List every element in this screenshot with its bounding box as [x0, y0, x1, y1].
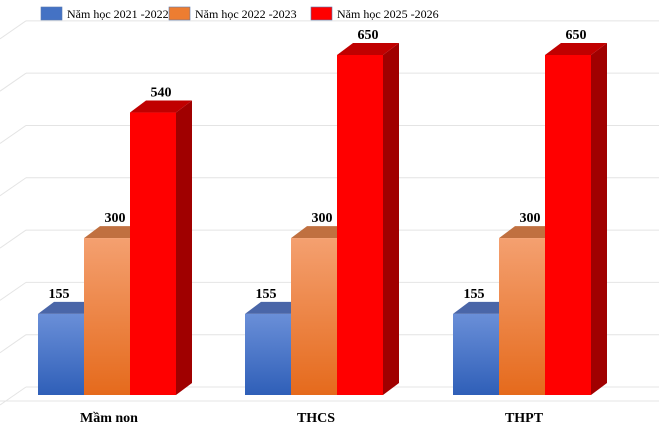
data-label: 300 — [105, 211, 126, 226]
bar-side — [591, 43, 607, 395]
data-label: 155 — [256, 287, 277, 302]
bar-top — [545, 43, 607, 55]
category-label: Mầm non — [80, 411, 138, 426]
gridline-side — [0, 334, 27, 354]
legend-swatch — [168, 6, 191, 21]
data-label: 540 — [151, 86, 172, 101]
data-label: 300 — [312, 211, 333, 226]
bar — [545, 55, 591, 395]
bar — [38, 313, 84, 395]
gridline-side — [0, 20, 27, 40]
bar-top — [130, 100, 192, 113]
gridline-side — [0, 229, 27, 249]
legend-label: Năm học 2021 -2022 — [67, 7, 169, 21]
bar-side — [176, 100, 192, 396]
bar-top — [337, 43, 399, 55]
legend-label: Năm học 2022 -2023 — [195, 7, 297, 21]
category-label: THPT — [505, 411, 544, 426]
legend-label: Năm học 2025 -2026 — [337, 7, 439, 21]
data-label: 300 — [520, 211, 541, 226]
bar — [291, 238, 337, 395]
bar — [499, 238, 545, 395]
data-label: 155 — [464, 287, 485, 302]
legend-swatch — [40, 6, 63, 21]
bar — [453, 313, 499, 395]
gridline-side — [0, 386, 27, 406]
bar — [84, 238, 130, 395]
data-label: 650 — [566, 28, 587, 43]
data-label: 155 — [49, 287, 70, 302]
bar — [337, 55, 383, 395]
legend-swatch — [310, 6, 333, 21]
bar-side — [383, 43, 399, 395]
data-label: 650 — [358, 28, 379, 43]
bar — [130, 112, 176, 396]
category-label: THCS — [297, 411, 335, 426]
bar — [245, 313, 291, 395]
gridline-side — [0, 281, 27, 301]
gridline-side — [0, 177, 27, 197]
gridline-side — [0, 72, 27, 92]
gridline-side — [0, 125, 27, 144]
